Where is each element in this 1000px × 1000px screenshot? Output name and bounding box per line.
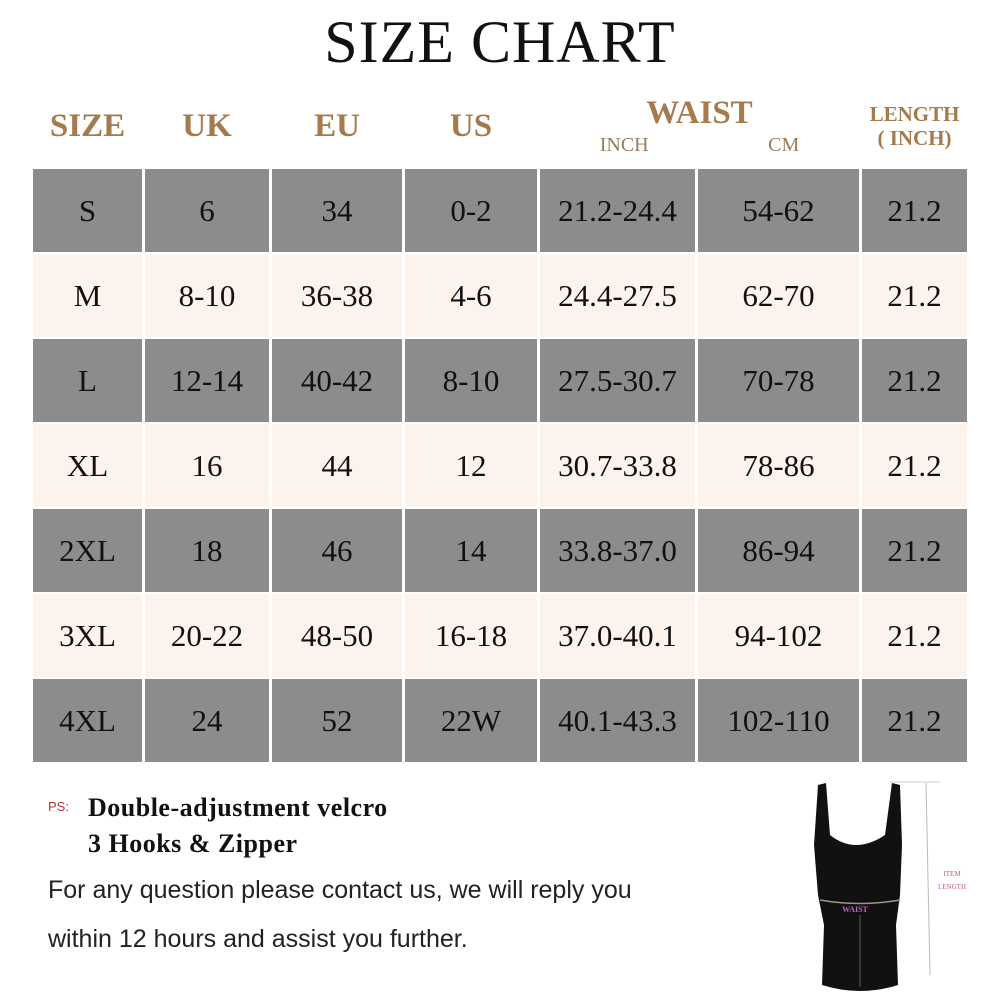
table-row: L 12-14 40-42 8-10 27.5-30.7 70-78 21.2 bbox=[33, 339, 967, 422]
cell-us: 14 bbox=[405, 509, 537, 592]
cell-waist-cm: 94-102 bbox=[698, 594, 859, 677]
header-waist-label: WAIST bbox=[646, 95, 753, 131]
cell-size: 3XL bbox=[33, 594, 142, 677]
cell-waist-cm: 62-70 bbox=[698, 254, 859, 337]
cell-waist-cm: 78-86 bbox=[698, 424, 859, 507]
cell-length: 21.2 bbox=[862, 679, 967, 762]
ps-label: PS: bbox=[48, 799, 69, 814]
header-length-label: LENGTH bbox=[869, 102, 960, 126]
cell-eu: 46 bbox=[272, 509, 402, 592]
cell-waist-cm: 102-110 bbox=[698, 679, 859, 762]
cell-us: 12 bbox=[405, 424, 537, 507]
waist-trainer-image: WAIST ITEM LENGTH bbox=[814, 781, 966, 991]
cell-eu: 34 bbox=[272, 169, 402, 252]
cell-size: 4XL bbox=[33, 679, 142, 762]
header-waist: WAIST INCH CM bbox=[540, 85, 859, 167]
cell-waist-inch: 40.1-43.3 bbox=[540, 679, 695, 762]
header-us: US bbox=[405, 85, 537, 167]
table-row: S 6 34 0-2 21.2-24.4 54-62 21.2 bbox=[33, 169, 967, 252]
page-title: SIZE CHART bbox=[324, 9, 676, 75]
cell-waist-inch: 21.2-24.4 bbox=[540, 169, 695, 252]
ps-line-1: Double-adjustment velcro bbox=[88, 793, 388, 822]
contact-note-line-1: For any question please contact us, we w… bbox=[48, 876, 632, 904]
cell-uk: 12-14 bbox=[145, 339, 269, 422]
cell-size: XL bbox=[33, 424, 142, 507]
cell-waist-inch: 24.4-27.5 bbox=[540, 254, 695, 337]
cell-eu: 40-42 bbox=[272, 339, 402, 422]
cell-us: 16-18 bbox=[405, 594, 537, 677]
cell-waist-cm: 86-94 bbox=[698, 509, 859, 592]
table-row: 3XL 20-22 48-50 16-18 37.0-40.1 94-102 21.2 bbox=[33, 594, 967, 677]
cell-eu: 44 bbox=[272, 424, 402, 507]
cell-waist-inch: 30.7-33.8 bbox=[540, 424, 695, 507]
header-inch: INCH bbox=[599, 134, 649, 156]
cell-length: 21.2 bbox=[862, 169, 967, 252]
cell-eu: 48-50 bbox=[272, 594, 402, 677]
header-uk: UK bbox=[145, 85, 269, 167]
cell-us: 0-2 bbox=[405, 169, 537, 252]
cell-uk: 18 bbox=[145, 509, 269, 592]
header-cm: CM bbox=[768, 134, 800, 156]
table-row: XL 16 44 12 30.7-33.8 78-86 21.2 bbox=[33, 424, 967, 507]
cell-uk: 6 bbox=[145, 169, 269, 252]
cell-us: 4-6 bbox=[405, 254, 537, 337]
waist-label: WAIST bbox=[842, 905, 868, 914]
table-row: M 8-10 36-38 4-6 24.4-27.5 62-70 21.2 bbox=[33, 254, 967, 337]
cell-waist-cm: 70-78 bbox=[698, 339, 859, 422]
cell-size: M bbox=[33, 254, 142, 337]
cell-size: S bbox=[33, 169, 142, 252]
cell-length: 21.2 bbox=[862, 254, 967, 337]
ps-line-2: 3 Hooks & Zipper bbox=[88, 829, 298, 858]
header-eu: EU bbox=[272, 85, 402, 167]
header-length-unit: ( INCH) bbox=[877, 126, 952, 150]
cell-length: 21.2 bbox=[862, 594, 967, 677]
size-table: SIZE UK EU US WAIST INCH CM LENGTH ( INCH… bbox=[30, 83, 970, 764]
cell-uk: 8-10 bbox=[145, 254, 269, 337]
cell-size: 2XL bbox=[33, 509, 142, 592]
cell-uk: 24 bbox=[145, 679, 269, 762]
cell-size: L bbox=[33, 339, 142, 422]
header-size: SIZE bbox=[33, 85, 142, 167]
item-label: ITEM bbox=[943, 870, 961, 878]
cell-us: 22W bbox=[405, 679, 537, 762]
cell-waist-inch: 27.5-30.7 bbox=[540, 339, 695, 422]
contact-note-line-2: within 12 hours and assist you further. bbox=[48, 925, 468, 953]
cell-eu: 36-38 bbox=[272, 254, 402, 337]
cell-waist-inch: 33.8-37.0 bbox=[540, 509, 695, 592]
cell-waist-cm: 54-62 bbox=[698, 169, 859, 252]
cell-eu: 52 bbox=[272, 679, 402, 762]
cell-us: 8-10 bbox=[405, 339, 537, 422]
header-length: LENGTH ( INCH) bbox=[862, 85, 967, 167]
cell-uk: 20-22 bbox=[145, 594, 269, 677]
table-row: 2XL 18 46 14 33.8-37.0 86-94 21.2 bbox=[33, 509, 967, 592]
cell-waist-inch: 37.0-40.1 bbox=[540, 594, 695, 677]
header-row: SIZE UK EU US WAIST INCH CM LENGTH ( INCH… bbox=[33, 85, 967, 167]
cell-length: 21.2 bbox=[862, 339, 967, 422]
length-label: LENGTH bbox=[938, 883, 966, 891]
table-row: 4XL 24 52 22W 40.1-43.3 102-110 21.2 bbox=[33, 679, 967, 762]
cell-length: 21.2 bbox=[862, 424, 967, 507]
cell-length: 21.2 bbox=[862, 509, 967, 592]
cell-uk: 16 bbox=[145, 424, 269, 507]
